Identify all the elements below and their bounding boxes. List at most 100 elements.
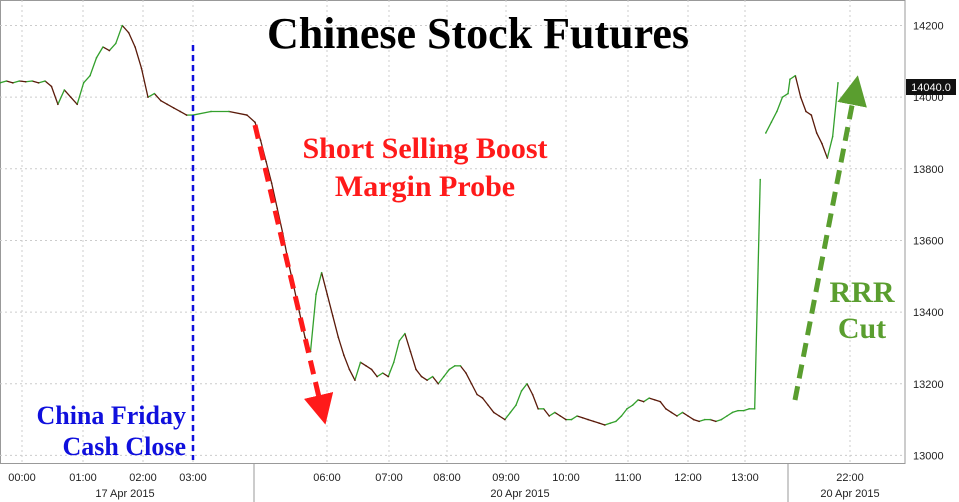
series-segment (265, 161, 273, 184)
series-segment (44, 80, 52, 87)
series-segment (76, 82, 85, 105)
series-segment (365, 365, 372, 370)
series-point (805, 110, 807, 113)
series-point (121, 24, 124, 27)
series-point (648, 397, 650, 399)
series-point (50, 85, 53, 88)
date-label: 17 Apr 2015 (95, 488, 154, 500)
series-point (348, 368, 351, 371)
last-value-label: 14040.0 (911, 82, 951, 94)
series-point (776, 110, 778, 113)
series-point (24, 80, 27, 83)
series-segment (382, 372, 389, 378)
series-segment (787, 79, 791, 94)
series-point (753, 408, 756, 410)
x-tick-label: 09:00 (492, 472, 520, 484)
y-tick-label: 14000 (913, 92, 944, 104)
series-segment (789, 75, 796, 80)
series-point (102, 46, 104, 48)
series-segment (620, 408, 628, 417)
series-point (431, 375, 434, 378)
series-point (487, 404, 489, 407)
series-segment (348, 369, 356, 381)
series-segment (160, 100, 168, 105)
series-point (615, 420, 617, 423)
series-segment (63, 89, 72, 98)
series-point (570, 418, 573, 421)
series-segment (57, 89, 65, 105)
series-segment (147, 92, 155, 98)
series-point (276, 207, 279, 210)
series-segment (415, 369, 423, 377)
series-point (665, 408, 667, 410)
series-point (576, 415, 578, 417)
series-point (185, 114, 188, 116)
series-segment (482, 397, 489, 406)
series-point (115, 42, 117, 45)
series-segment (782, 93, 789, 98)
series-point (354, 379, 356, 381)
series-segment (721, 415, 728, 421)
series-segment (610, 420, 617, 424)
series-segment (404, 333, 412, 352)
series-point (637, 399, 639, 401)
series-segment (493, 411, 500, 417)
series-segment (108, 42, 117, 52)
series-segment (676, 411, 683, 417)
series-point (69, 96, 72, 98)
series-segment (128, 32, 136, 48)
y-tick-label: 13800 (913, 164, 944, 176)
series-segment (476, 393, 483, 399)
series-segment (443, 369, 450, 377)
series-segment (95, 46, 104, 59)
series-point (787, 92, 789, 95)
series-point (172, 107, 175, 109)
series-segment (465, 372, 473, 385)
series-segment (432, 376, 439, 385)
series-point (228, 110, 230, 113)
series-point (781, 96, 784, 98)
series-point (587, 418, 589, 421)
series-point (160, 99, 162, 102)
x-tick-label: 10:00 (552, 472, 580, 484)
series-segment (754, 179, 761, 409)
series-segment (12, 80, 20, 84)
series-segment (153, 93, 162, 102)
series-segment (648, 397, 655, 401)
series-point (565, 418, 567, 421)
series-segment (343, 354, 350, 370)
series-point (821, 142, 823, 145)
series-segment (470, 383, 478, 395)
series-segment (166, 103, 175, 109)
series-segment (604, 422, 611, 426)
series-point (246, 114, 248, 116)
series-segment (665, 408, 672, 413)
series-point (381, 372, 384, 374)
series-point (437, 382, 440, 385)
series-segment (643, 397, 650, 403)
series-point (542, 408, 545, 410)
series-segment (89, 57, 98, 76)
series-point (370, 368, 373, 371)
series-segment (743, 408, 750, 412)
series-segment (543, 408, 550, 417)
series-point (420, 375, 423, 378)
short-selling-arrow (252, 124, 334, 425)
x-tick-label: 06:00 (313, 472, 341, 484)
series-point (108, 49, 111, 52)
x-tick-label: 12:00 (674, 472, 702, 484)
series-segment (821, 143, 828, 159)
series-point (526, 382, 528, 385)
series-segment (398, 333, 406, 342)
series-point (581, 416, 584, 419)
series-segment (31, 80, 39, 84)
series-point (515, 404, 517, 407)
series-point (343, 354, 345, 356)
series-point (554, 411, 556, 414)
series-segment (70, 96, 78, 105)
series-segment (765, 121, 772, 134)
series-point (426, 379, 428, 381)
series-point (603, 424, 606, 426)
series-segment (520, 383, 528, 392)
series-segment (354, 362, 362, 381)
